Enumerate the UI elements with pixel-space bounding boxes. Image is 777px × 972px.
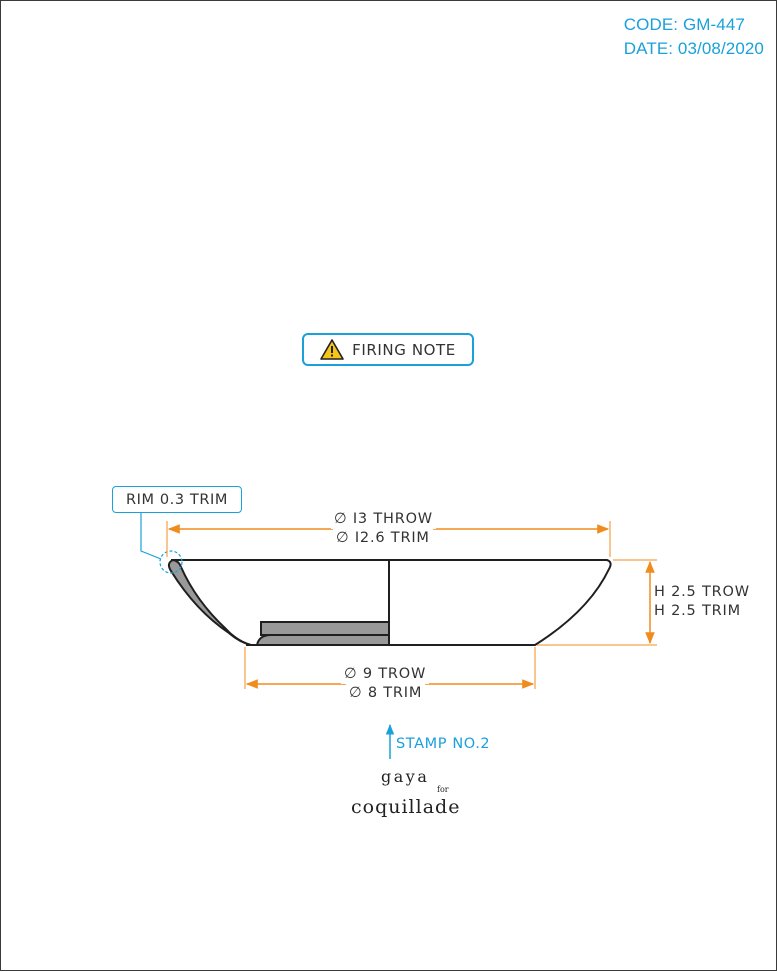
top-diameter-trim: ∅ I2.6 TRIM xyxy=(333,529,433,548)
brand-logo: gaya for coquillade xyxy=(341,767,471,823)
foot-diameter-throw: ∅ 9 TROW xyxy=(341,665,430,684)
logo-gaya: gaya xyxy=(381,767,430,786)
rim-leader xyxy=(140,513,162,560)
code-label: CODE: GM-447 xyxy=(623,15,745,34)
bowl-floor-section xyxy=(260,621,390,636)
logo-for: for xyxy=(437,785,449,794)
firing-note-box[interactable]: FIRING NOTE xyxy=(302,333,474,366)
date-label: DATE: 03/08/2020 xyxy=(623,39,764,58)
stamp-label: STAMP NO.2 xyxy=(396,736,491,752)
height-throw: H 2.5 TROW xyxy=(654,584,750,600)
foot-diameter-trim: ∅ 8 TRIM xyxy=(346,684,426,703)
bowl-outline xyxy=(171,559,612,646)
top-diameter-throw: ∅ I3 THROW xyxy=(331,510,436,529)
rim-callout: RIM 0.3 TRIM xyxy=(112,486,242,513)
firing-note-label: FIRING NOTE xyxy=(352,340,456,359)
logo-coquillade: coquillade xyxy=(351,796,461,818)
rim-label: RIM 0.3 TRIM xyxy=(125,491,229,508)
drawing-code-block: CODE: GM-447 DATE: 03/08/2020 xyxy=(624,13,764,61)
rim-detail-circle xyxy=(159,550,183,574)
bowl-section xyxy=(167,558,390,646)
warning-triangle-icon xyxy=(320,339,344,360)
height-trim: H 2.5 TRIM xyxy=(654,603,741,619)
